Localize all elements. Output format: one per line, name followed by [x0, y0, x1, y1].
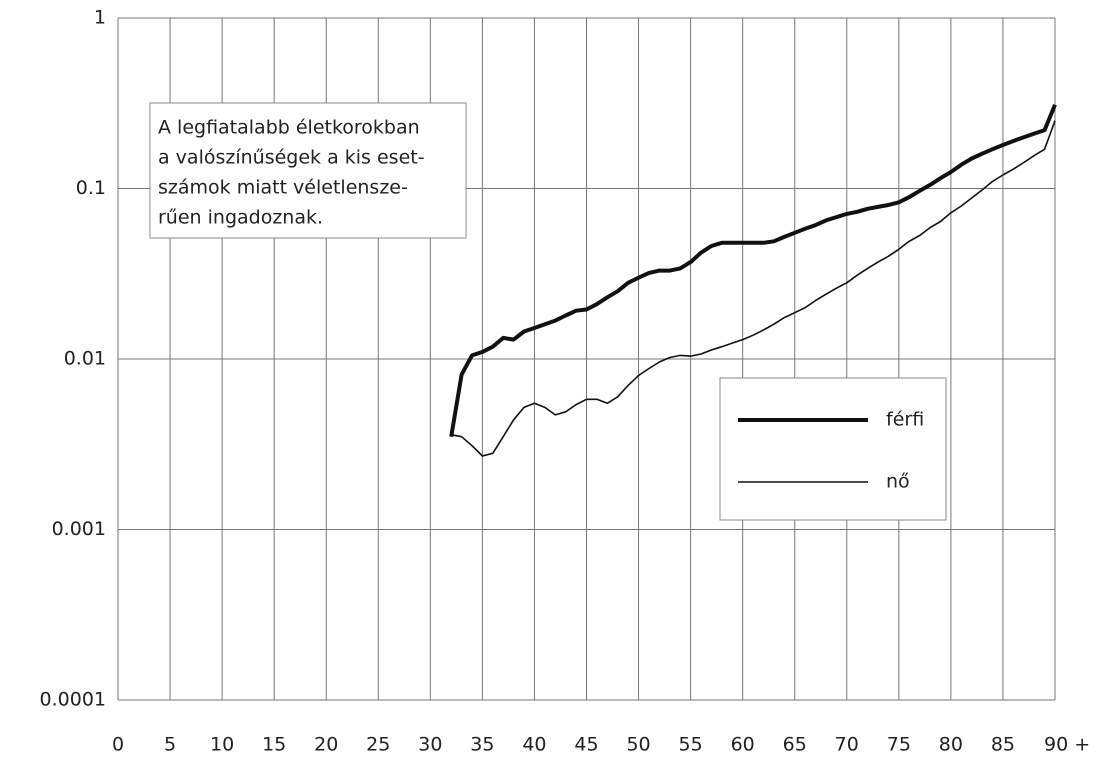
series-line — [449, 103, 1057, 438]
y-tick-label: 1 — [94, 7, 106, 29]
y-tick-label: 0.001 — [52, 518, 106, 540]
series-line — [451, 120, 1056, 457]
y-tick-label: 0.1 — [76, 177, 106, 199]
annotation-box — [149, 102, 467, 239]
x-tick-label: 55 — [679, 734, 703, 756]
x-tick-label: 15 — [262, 734, 286, 756]
annotation-text: a valószínűségek a kis eset- — [158, 147, 425, 169]
legend-box — [719, 377, 947, 521]
legend-label: férfi — [886, 409, 924, 431]
x-tick-label: 65 — [783, 734, 807, 756]
x-tick-label: 90 + — [1044, 734, 1090, 756]
x-tick-label: 0 — [112, 734, 124, 756]
annotation-text: rűen ingadoznak. — [158, 207, 323, 229]
annotation-text: A legfiatalabb életkorokban — [158, 117, 420, 139]
x-tick-label: 45 — [574, 734, 598, 756]
x-tick-label: 25 — [366, 734, 390, 756]
x-tick-label: 40 — [522, 734, 546, 756]
annotation-text: számok miatt véletlensze- — [158, 177, 408, 199]
x-tick-label: 20 — [314, 734, 338, 756]
y-tick-label: 0.01 — [64, 348, 106, 370]
x-tick-label: 50 — [626, 734, 650, 756]
x-tick-label: 10 — [210, 734, 234, 756]
x-tick-label: 35 — [470, 734, 494, 756]
y-tick-label: 0.0001 — [40, 689, 106, 711]
x-tick-label: 5 — [164, 734, 176, 756]
x-tick-label: 85 — [991, 734, 1015, 756]
x-tick-label: 70 — [835, 734, 859, 756]
x-tick-label: 60 — [731, 734, 755, 756]
x-tick-label: 80 — [939, 734, 963, 756]
legend-label: nő — [886, 471, 910, 493]
x-tick-label: 30 — [418, 734, 442, 756]
x-tick-label: 75 — [887, 734, 911, 756]
